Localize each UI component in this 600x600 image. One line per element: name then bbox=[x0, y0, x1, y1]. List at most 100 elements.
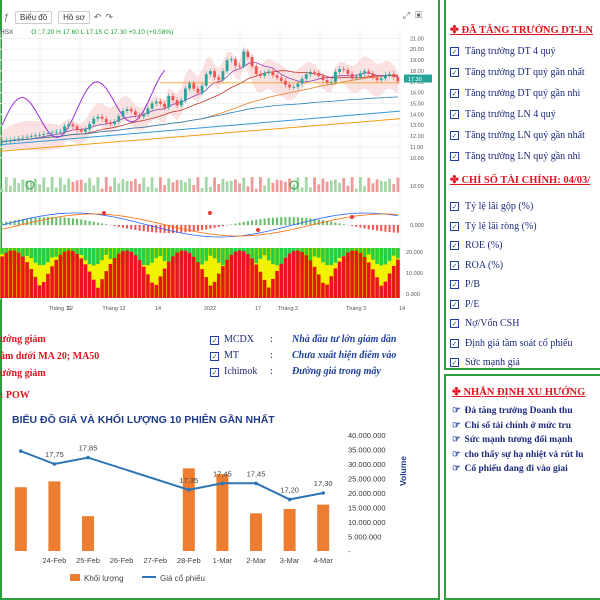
chart-type-button[interactable]: Biểu đồ bbox=[15, 10, 53, 24]
mcdx-green-bar bbox=[25, 248, 29, 256]
candle-body bbox=[88, 123, 91, 130]
mcdx-green-bar bbox=[287, 248, 292, 255]
volume-bar bbox=[129, 181, 133, 192]
macd-histogram-bar bbox=[17, 219, 20, 225]
checkbox-icon: ✓ bbox=[450, 221, 459, 231]
candle-body bbox=[96, 116, 100, 119]
profile-button[interactable]: Hồ sơ bbox=[58, 10, 90, 24]
finance-item-label: Tỷ lệ lãi gộp (%) bbox=[465, 201, 534, 212]
volume-bar bbox=[217, 183, 221, 192]
macd-histogram-bar bbox=[63, 217, 66, 225]
candle-body bbox=[29, 136, 33, 138]
finance-item: ✓ P/E bbox=[450, 299, 479, 310]
candle-body bbox=[150, 103, 154, 109]
signal-line bbox=[1, 213, 398, 237]
macd-histogram-bar bbox=[167, 225, 170, 233]
candle-body bbox=[142, 113, 146, 117]
candle-body bbox=[267, 71, 271, 74]
legend-swatch-volume bbox=[70, 574, 80, 581]
macd-histogram-bar bbox=[251, 220, 254, 225]
trend-item-label: cho thấy sự hạ nhiệt và rút lu bbox=[464, 449, 584, 460]
volume-bar bbox=[371, 183, 375, 192]
trend-header: ✤ NHẬN ĐỊNH XU HƯỚNG bbox=[452, 387, 586, 398]
time-tick-label: Tháng 11 bbox=[49, 306, 72, 312]
indicator-icon[interactable]: ƒ bbox=[4, 12, 10, 22]
checkbox-icon: ✓ bbox=[450, 152, 459, 162]
trend-item-label: Chỉ số tài chính ở mức tru bbox=[464, 420, 572, 431]
finance-item-label: ROA (%) bbox=[465, 259, 504, 271]
mcdx-red-bar bbox=[121, 251, 125, 298]
candle-body bbox=[379, 78, 383, 81]
mcdx-red-bar bbox=[329, 276, 334, 298]
exchange-label: HSX bbox=[0, 29, 14, 36]
mcdx-red-bar bbox=[87, 271, 92, 298]
x-tick-label: 1-Mar bbox=[213, 556, 233, 565]
finance-item-label: ROE (%) bbox=[465, 240, 503, 251]
candle-body bbox=[300, 78, 304, 84]
trend-item: ☞ Cổ phiếu đang đi vào giai bbox=[452, 463, 568, 474]
volume-bar bbox=[100, 188, 104, 192]
mcdx-red-bar bbox=[321, 282, 325, 298]
volume-bar bbox=[25, 180, 29, 192]
checkbox-icon: ✓ bbox=[450, 299, 459, 309]
macd-histogram-bar bbox=[76, 218, 79, 225]
candle-body bbox=[117, 116, 121, 122]
macd-line bbox=[1, 212, 398, 238]
mcdx-red-bar bbox=[108, 263, 113, 298]
candle-body bbox=[371, 73, 375, 78]
mcdx-red-bar bbox=[304, 255, 309, 298]
checkbox-icon: ✓ bbox=[450, 202, 459, 212]
price-tick-label: 21.00 bbox=[410, 36, 424, 42]
undo-icon[interactable]: ↶ bbox=[93, 11, 102, 22]
macd-histogram-bar bbox=[255, 219, 258, 225]
candle-body bbox=[271, 71, 275, 76]
redo-icon[interactable]: ↷ bbox=[105, 11, 113, 22]
mcdx-green-bar bbox=[112, 248, 117, 264]
candle-body bbox=[234, 59, 237, 66]
mcdx-green-bar bbox=[258, 248, 263, 259]
trend-item: ☞ Chỉ số tài chính ở mức tru bbox=[452, 420, 571, 431]
volume-bar bbox=[292, 184, 296, 192]
volume-bar bbox=[354, 188, 358, 192]
volume-axis-tick: 40.000.000 bbox=[348, 431, 386, 440]
macd-histogram-bar bbox=[188, 225, 191, 232]
diamond-icon: ✤ bbox=[450, 25, 459, 36]
checkbox-icon: ✓ bbox=[450, 280, 459, 290]
mcdx-red-bar bbox=[162, 268, 167, 298]
indicator-name: MCDX bbox=[224, 334, 255, 345]
candle-body bbox=[167, 96, 171, 108]
growth-item-label: Tăng trưởng LN quý gần nhất bbox=[465, 130, 585, 141]
x-tick-label: 24-Feb bbox=[43, 556, 67, 565]
volume-bar bbox=[104, 177, 108, 192]
candle-body bbox=[113, 121, 116, 125]
volume-bar bbox=[121, 179, 125, 192]
candle-body bbox=[292, 86, 296, 88]
checkbox-icon: ✓ bbox=[450, 89, 459, 99]
camera-icon[interactable]: ▣ bbox=[415, 10, 422, 20]
mcdx-green-bar bbox=[100, 248, 104, 261]
volume-bar bbox=[13, 177, 16, 192]
macd-histogram-bar bbox=[217, 225, 220, 228]
technical-chart[interactable]: 21.00 20.00 19.00 18.00 17.00 16.00 15.00 14.00… bbox=[0, 30, 440, 330]
time-tick-label: Tháng 12 bbox=[102, 306, 125, 312]
price-tick-label: 16.00 bbox=[410, 91, 424, 97]
macd-histogram-bar bbox=[84, 220, 87, 225]
volume-axis-tick: 30.000.000 bbox=[348, 460, 386, 469]
price-tick-label: 12.00 bbox=[410, 134, 424, 140]
mcdx-red-bar bbox=[137, 260, 142, 298]
macd-histogram-bar bbox=[159, 225, 162, 233]
fullscreen-icon[interactable]: ⤢ bbox=[402, 10, 411, 20]
mcdx-red-bar bbox=[141, 266, 146, 298]
mcdx-green-bar bbox=[21, 248, 25, 261]
mcdx-green-bar bbox=[29, 248, 34, 259]
mcdx-red-bar bbox=[371, 269, 375, 298]
pointer-icon: ☞ bbox=[452, 435, 461, 445]
volume-bar bbox=[142, 177, 146, 192]
volume-bar bbox=[396, 177, 400, 192]
rsi-tick-label: 10.000 bbox=[406, 271, 423, 277]
volume-bar bbox=[234, 179, 237, 192]
candle-body bbox=[217, 77, 221, 80]
price-tick-label: 18.00 bbox=[410, 69, 424, 75]
candle-body bbox=[13, 139, 16, 141]
